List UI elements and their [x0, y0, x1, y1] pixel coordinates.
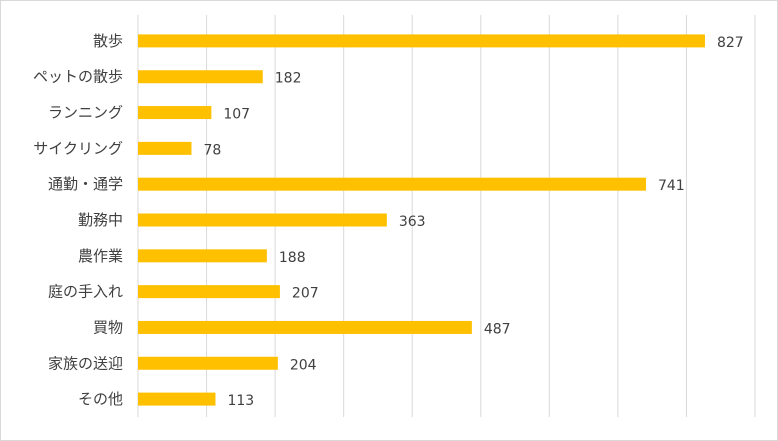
data-label: 827 — [717, 35, 744, 51]
category-label: 勤務中 — [78, 211, 123, 229]
data-label: 182 — [275, 71, 302, 87]
data-label: 107 — [223, 107, 250, 123]
category-label: 通勤・通学 — [48, 175, 123, 193]
bar — [138, 392, 216, 406]
bar — [138, 320, 472, 334]
bar — [138, 249, 267, 263]
data-labels: 827 182 107 78 741 363 188 207 487 204 113 — [203, 35, 743, 409]
category-label: その他 — [78, 390, 123, 408]
bar — [138, 356, 278, 370]
data-label: 741 — [658, 178, 685, 194]
bars — [138, 34, 705, 406]
data-label: 204 — [290, 357, 317, 373]
bar — [138, 177, 646, 191]
category-label: 家族の送迎 — [48, 354, 123, 372]
bar — [138, 141, 192, 155]
data-label: 207 — [292, 286, 319, 302]
bar — [138, 285, 280, 299]
data-label: 487 — [484, 321, 511, 337]
category-label: 農作業 — [78, 247, 123, 265]
category-label: ペットの散歩 — [33, 68, 123, 86]
bar — [138, 34, 705, 48]
category-labels: 散歩ペットの散歩ランニングサイクリング通勤・通学勤務中農作業庭の手入れ買物家族の… — [33, 32, 123, 408]
bar — [138, 213, 387, 227]
data-label: 363 — [399, 214, 426, 230]
bar — [138, 70, 263, 84]
category-label: サイクリング — [33, 139, 123, 157]
category-label: 買物 — [93, 318, 123, 336]
data-label: 78 — [203, 142, 221, 158]
bar — [138, 106, 212, 120]
category-label: ランニング — [48, 104, 123, 122]
data-label: 188 — [279, 250, 306, 266]
category-label: 庭の手入れ — [48, 283, 123, 301]
category-label: 散歩 — [93, 32, 123, 50]
data-label: 113 — [227, 393, 254, 409]
